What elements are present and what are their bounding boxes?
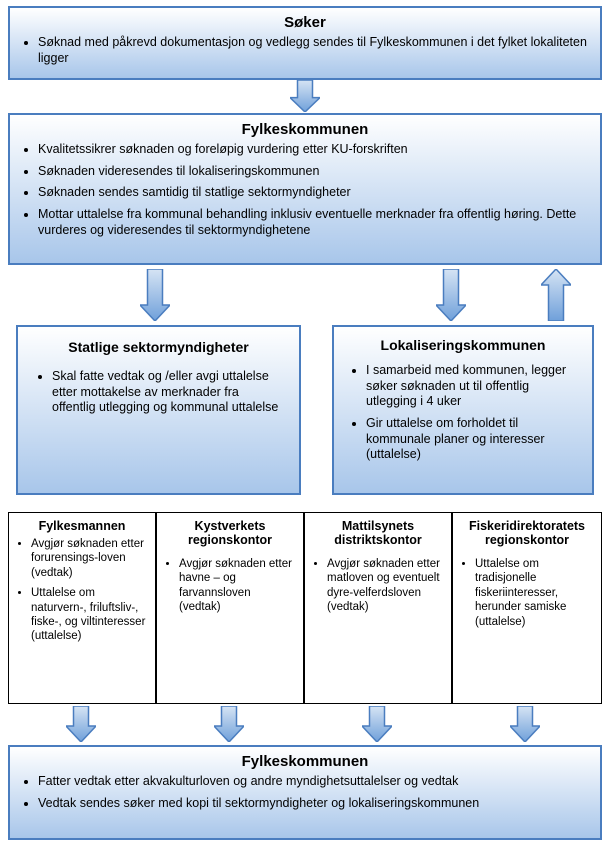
arrow-down	[290, 80, 320, 112]
arrow-down	[362, 706, 392, 742]
box-fylkeskommunen1-list: Kvalitetssikrer søknaden og foreløpig vu…	[20, 142, 590, 238]
list-item: I samarbeid med kommunen, legger søker s…	[366, 363, 578, 410]
arrow-down	[214, 706, 244, 742]
col-fiskeri-title: Fiskeridirektoratets regionskontor	[461, 519, 593, 547]
list-item: Kvalitetssikrer søknaden og foreløpig vu…	[38, 142, 590, 158]
col-fylkesmannen: Fylkesmannen Avgjør søknaden etter forur…	[8, 512, 156, 704]
list-item: Fatter vedtak etter akvakulturloven og a…	[38, 774, 590, 790]
col-mattilsynets: Mattilsynets distriktskontor Avgjør søkn…	[304, 512, 452, 704]
list-item: Mottar uttalelse fra kommunal behandling…	[38, 207, 590, 238]
list-item: Søknaden sendes samtidig til statlige se…	[38, 185, 590, 201]
box-soker: Søker Søknad med påkrevd dokumentasjon o…	[8, 6, 602, 80]
col-fiskeri: Fiskeridirektoratets regionskontor Uttal…	[452, 512, 602, 704]
box-statlige-title: Statlige sektormyndigheter	[34, 339, 283, 355]
arrow-down	[436, 269, 466, 321]
box-fylkeskommunen2-title: Fylkeskommunen	[20, 753, 590, 770]
box-fylkeskommunen2: Fylkeskommunen Fatter vedtak etter akvak…	[8, 745, 602, 840]
arrow-down	[140, 269, 170, 321]
box-fylkeskommunen1-title: Fylkeskommunen	[20, 121, 590, 138]
arrow-down	[66, 706, 96, 742]
list-item: Avgjør søknaden etter forurensings-loven…	[31, 537, 147, 580]
list-item: Uttalelse om naturvern-, friluftsliv-, f…	[31, 586, 147, 644]
col-fiskeri-list: Uttalelse om tradisjonelle fiskeriintere…	[461, 557, 593, 629]
col-kystverkets-title: Kystverkets regionskontor	[165, 519, 295, 547]
list-item: Søknaden videresendes til lokaliseringsk…	[38, 164, 590, 180]
list-item: Søknad med påkrevd dokumentasjon og vedl…	[38, 35, 590, 66]
box-statlige: Statlige sektormyndigheter Skal fatte ve…	[16, 325, 301, 495]
box-statlige-list: Skal fatte vedtak og /eller avgi uttalel…	[34, 369, 283, 416]
list-item: Avgjør søknaden etter matloven og eventu…	[327, 557, 443, 615]
col-mattilsynets-list: Avgjør søknaden etter matloven og eventu…	[313, 557, 443, 615]
box-lokaliserings: Lokaliseringskommunen I samarbeid med ko…	[332, 325, 594, 495]
list-item: Vedtak sendes søker med kopi til sektorm…	[38, 796, 590, 812]
col-mattilsynets-title: Mattilsynets distriktskontor	[313, 519, 443, 547]
box-soker-list: Søknad med påkrevd dokumentasjon og vedl…	[20, 35, 590, 66]
list-item: Avgjør søknaden etter havne – og farvann…	[179, 557, 295, 615]
arrow-down	[510, 706, 540, 742]
box-lokaliserings-list: I samarbeid med kommunen, legger søker s…	[348, 363, 578, 463]
col-fylkesmannen-list: Avgjør søknaden etter forurensings-loven…	[17, 537, 147, 644]
box-lokaliserings-title: Lokaliseringskommunen	[348, 337, 578, 353]
list-item: Uttalelse om tradisjonelle fiskeriintere…	[475, 557, 593, 629]
col-kystverkets: Kystverkets regionskontor Avgjør søknade…	[156, 512, 304, 704]
arrow-up	[541, 269, 571, 321]
list-item: Gir uttalelse om forholdet til kommunale…	[366, 416, 578, 463]
box-fylkeskommunen2-list: Fatter vedtak etter akvakulturloven og a…	[20, 774, 590, 811]
col-kystverkets-list: Avgjør søknaden etter havne – og farvann…	[165, 557, 295, 615]
list-item: Skal fatte vedtak og /eller avgi uttalel…	[52, 369, 283, 416]
box-fylkeskommunen1: Fylkeskommunen Kvalitetssikrer søknaden …	[8, 113, 602, 265]
box-soker-title: Søker	[20, 14, 590, 31]
col-fylkesmannen-title: Fylkesmannen	[17, 519, 147, 533]
